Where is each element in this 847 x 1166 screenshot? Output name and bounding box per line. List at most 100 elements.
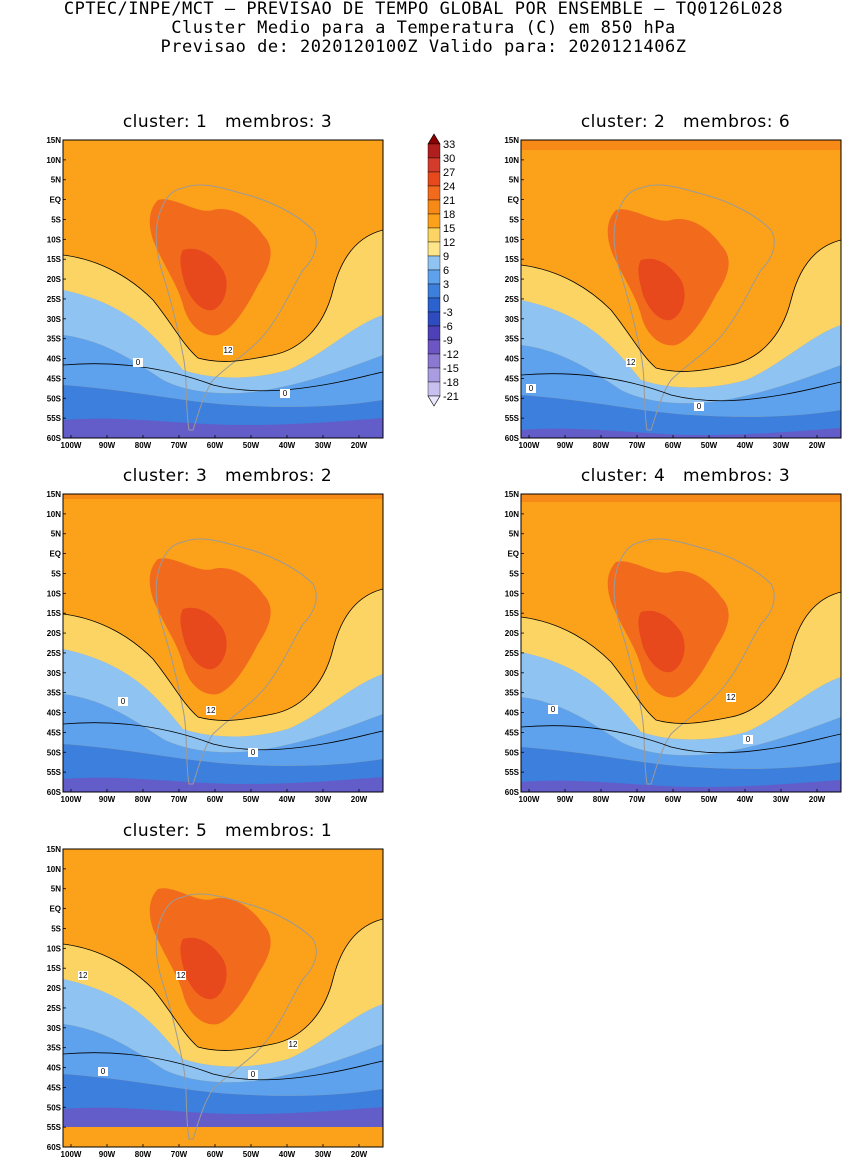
- lat-label: 10S: [505, 235, 520, 244]
- colorbar-label: -6: [443, 321, 453, 333]
- lat-label: 5N: [51, 530, 61, 539]
- contour-label: 0: [136, 358, 141, 367]
- lat-label: 30S: [47, 1024, 62, 1033]
- lat-label: EQ: [507, 550, 519, 559]
- lon-label: 100W: [61, 441, 82, 450]
- colorbar-label: 30: [443, 153, 455, 165]
- colorbar-swatch: [427, 255, 441, 271]
- lat-label: 50S: [505, 394, 520, 403]
- colorbar-arrow-top: [427, 133, 441, 145]
- lon-label: 60W: [207, 1150, 224, 1159]
- lon-label: 30W: [315, 441, 332, 450]
- lat-label: 50S: [47, 748, 62, 757]
- colorbar-label: -18: [443, 377, 459, 389]
- panel-title: cluster: 2 membros: 6: [580, 112, 791, 132]
- colorbar-label: 12: [443, 237, 455, 249]
- colorbar-label: -21: [443, 391, 459, 403]
- lat-label: 35S: [47, 335, 62, 344]
- contour-label: 12: [207, 706, 216, 715]
- lat-label: 25S: [47, 649, 62, 658]
- lat-label: 55S: [505, 768, 520, 777]
- colorbar-label: 6: [443, 265, 449, 277]
- contour-label: 12: [224, 346, 233, 355]
- lat-label: 30S: [47, 315, 62, 324]
- lon-label: 30W: [773, 441, 790, 450]
- lon-label: 60W: [207, 441, 224, 450]
- lat-label: 15N: [46, 490, 61, 499]
- lat-label: 25S: [47, 295, 62, 304]
- lon-label: 60W: [665, 795, 682, 804]
- map-panel-cluster-4: cluster: 4 membros: 3 12 0 0 15N 10N 5N EQ 5S 10…: [493, 466, 847, 811]
- lon-label: 60W: [665, 441, 682, 450]
- lat-label: 10S: [505, 589, 520, 598]
- lat-label: 5N: [509, 176, 519, 185]
- colorbar-swatch: [427, 297, 441, 313]
- colorbar-swatch: [427, 143, 441, 159]
- lon-label: 20W: [351, 441, 368, 450]
- lat-label: 10N: [504, 510, 519, 519]
- lat-label: EQ: [507, 196, 519, 205]
- lon-label: 80W: [593, 795, 610, 804]
- lat-label: 45S: [505, 728, 520, 737]
- lat-label: 60S: [47, 788, 62, 797]
- colorbar-label: -12: [443, 349, 459, 361]
- lon-label: 20W: [351, 795, 368, 804]
- colorbar-swatch: [427, 213, 441, 229]
- lat-label: 10N: [504, 156, 519, 165]
- lat-label: 60S: [505, 434, 520, 443]
- header-title-line3: Previsao de: 2020120100Z Valido para: 20…: [160, 37, 687, 57]
- lon-label: 50W: [701, 441, 718, 450]
- colorbar-swatch: [427, 185, 441, 201]
- colorbar-label: 21: [443, 195, 455, 207]
- colorbar-swatch: [427, 353, 441, 369]
- colorbar-label: 3: [443, 279, 449, 291]
- lat-label: 50S: [47, 1103, 62, 1112]
- lat-label: 5S: [509, 569, 519, 578]
- colorbar-label: 9: [443, 251, 449, 263]
- colorbar-swatch: [427, 269, 441, 285]
- temperature-map: 12 0 0 15N 10N 5N EQ 5S 10S 15S 20S 25S 30S 35S 40S 45S…: [46, 490, 384, 804]
- lat-label: 45S: [47, 1083, 62, 1092]
- lon-label: 40W: [279, 795, 296, 804]
- lon-label: 80W: [593, 441, 610, 450]
- lat-label: 15N: [504, 490, 519, 499]
- colorbar-arrow-bottom: [427, 395, 441, 407]
- lat-label: 5S: [51, 569, 61, 578]
- contour-label: 12: [79, 971, 88, 980]
- lon-label: 100W: [519, 441, 540, 450]
- lat-label: 40S: [505, 709, 520, 718]
- lat-label: 35S: [505, 689, 520, 698]
- contour-label: 12: [177, 971, 186, 980]
- lon-label: 20W: [809, 795, 826, 804]
- colorbar-swatch: [427, 241, 441, 257]
- lon-label: 90W: [99, 795, 116, 804]
- contour-label: 12: [289, 1040, 298, 1049]
- lon-label: 20W: [809, 441, 826, 450]
- contour-label: 0: [746, 735, 751, 744]
- colorbar-swatch: [427, 199, 441, 215]
- colorbar-swatch: [427, 171, 441, 187]
- lon-label: 40W: [279, 441, 296, 450]
- panel-title: cluster: 4 membros: 3: [580, 466, 791, 486]
- lat-label: 25S: [505, 649, 520, 658]
- lat-label: 55S: [47, 1123, 62, 1132]
- contour-label: 12: [627, 358, 636, 367]
- lat-label: 30S: [505, 315, 520, 324]
- lon-label: 60W: [207, 795, 224, 804]
- lon-label: 40W: [737, 441, 754, 450]
- contour-label: 0: [101, 1067, 106, 1076]
- lat-label: 25S: [47, 1004, 62, 1013]
- map-panel-cluster-3: cluster: 3 membros: 2 12 0 0 15N 10N 5N EQ 5S 10…: [35, 466, 420, 811]
- lat-label: 30S: [505, 669, 520, 678]
- colorbar-label: 27: [443, 167, 455, 179]
- lat-label: 35S: [47, 1044, 62, 1053]
- lat-label: 45S: [47, 374, 62, 383]
- temperature-map: 12 12 12 0 0 15N 10N 5N EQ 5S 10S 15S 20S 25S 30S 35S 40…: [46, 845, 384, 1159]
- lat-label: 55S: [47, 768, 62, 777]
- lon-label: 100W: [61, 1150, 82, 1159]
- colorbar-swatch: [427, 227, 441, 243]
- lon-label: 80W: [135, 1150, 152, 1159]
- lat-label: 20S: [47, 984, 62, 993]
- colorbar-label: -9: [443, 335, 453, 347]
